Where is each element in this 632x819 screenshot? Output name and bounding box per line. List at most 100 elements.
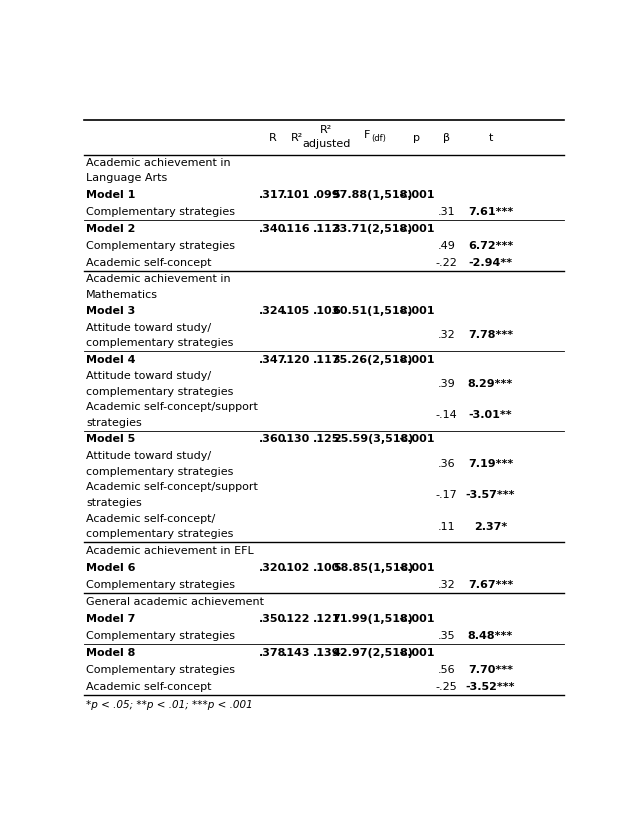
Text: 6.72***: 6.72*** xyxy=(468,241,513,251)
Text: .139: .139 xyxy=(313,648,340,658)
Text: -3.01**: -3.01** xyxy=(468,410,513,420)
Text: Academic achievement in: Academic achievement in xyxy=(87,274,231,284)
Text: <.001: <.001 xyxy=(399,563,435,572)
Text: .125: .125 xyxy=(313,435,340,445)
Text: .31: .31 xyxy=(437,206,455,217)
Text: .120: .120 xyxy=(283,355,311,364)
Text: Model 1: Model 1 xyxy=(87,190,136,200)
Text: .11: .11 xyxy=(437,522,455,532)
Text: Model 2: Model 2 xyxy=(87,224,136,233)
Text: .340: .340 xyxy=(258,224,286,233)
Text: 7.78***: 7.78*** xyxy=(468,330,513,341)
Text: β: β xyxy=(443,133,450,143)
Text: .317: .317 xyxy=(258,190,286,200)
Text: Complementary strategies: Complementary strategies xyxy=(87,665,235,675)
Text: Model 3: Model 3 xyxy=(87,306,136,316)
Text: Academic achievement in: Academic achievement in xyxy=(87,157,231,168)
Text: 8.48***: 8.48*** xyxy=(468,631,513,640)
Text: F: F xyxy=(364,130,370,140)
Text: Academic self-concept/: Academic self-concept/ xyxy=(87,514,216,524)
Text: .324: .324 xyxy=(258,306,286,316)
Text: .32: .32 xyxy=(437,330,455,341)
Text: complementary strategies: complementary strategies xyxy=(87,467,234,477)
Text: complementary strategies: complementary strategies xyxy=(87,338,234,348)
Text: 7.67***: 7.67*** xyxy=(468,580,513,590)
Text: <.001: <.001 xyxy=(399,224,435,233)
Text: complementary strategies: complementary strategies xyxy=(87,387,234,396)
Text: <.001: <.001 xyxy=(399,306,435,316)
Text: .39: .39 xyxy=(437,379,455,389)
Text: -3.57***: -3.57*** xyxy=(466,491,515,500)
Text: .102: .102 xyxy=(283,563,311,572)
Text: .378: .378 xyxy=(258,648,286,658)
Text: Language Arts: Language Arts xyxy=(87,174,167,183)
Text: .117: .117 xyxy=(313,355,340,364)
Text: 71.99(1,518): 71.99(1,518) xyxy=(332,614,413,624)
Text: -.25: -.25 xyxy=(435,682,457,692)
Text: <.001: <.001 xyxy=(399,435,435,445)
Text: <.001: <.001 xyxy=(399,355,435,364)
Text: Academic self-concept/support: Academic self-concept/support xyxy=(87,402,258,413)
Text: strategies: strategies xyxy=(87,419,142,428)
Text: .122: .122 xyxy=(283,614,311,624)
Text: Attitude toward study/: Attitude toward study/ xyxy=(87,371,212,381)
Text: .32: .32 xyxy=(437,580,455,590)
Text: .36: .36 xyxy=(437,459,455,468)
Text: .320: .320 xyxy=(259,563,286,572)
Text: complementary strategies: complementary strategies xyxy=(87,530,234,540)
Text: -2.94**: -2.94** xyxy=(468,258,513,268)
Text: Model 6: Model 6 xyxy=(87,563,136,572)
Text: *p < .05; **p < .01; ***p < .001: *p < .05; **p < .01; ***p < .001 xyxy=(87,700,253,710)
Text: Model 5: Model 5 xyxy=(87,435,136,445)
Text: 2.37*: 2.37* xyxy=(474,522,507,532)
Text: .130: .130 xyxy=(283,435,310,445)
Text: Attitude toward study/: Attitude toward study/ xyxy=(87,451,212,461)
Text: Model 8: Model 8 xyxy=(87,648,136,658)
Text: Mathematics: Mathematics xyxy=(87,290,159,300)
Text: Academic self-concept/support: Academic self-concept/support xyxy=(87,482,258,492)
Text: .56: .56 xyxy=(437,665,455,675)
Text: adjusted: adjusted xyxy=(302,139,351,149)
Text: 25.59(3,518): 25.59(3,518) xyxy=(332,435,413,445)
Text: .350: .350 xyxy=(259,614,286,624)
Text: .360: .360 xyxy=(258,435,286,445)
Text: R²: R² xyxy=(291,133,303,143)
Text: Academic achievement in EFL: Academic achievement in EFL xyxy=(87,545,254,556)
Text: .101: .101 xyxy=(283,190,311,200)
Text: Model 4: Model 4 xyxy=(87,355,136,364)
Text: t: t xyxy=(489,133,492,143)
Text: Complementary strategies: Complementary strategies xyxy=(87,241,235,251)
Text: .112: .112 xyxy=(313,224,340,233)
Text: R²: R² xyxy=(320,125,332,135)
Text: .35: .35 xyxy=(437,631,455,640)
Text: 60.51(1,518): 60.51(1,518) xyxy=(332,306,413,316)
Text: <.001: <.001 xyxy=(399,648,435,658)
Text: General academic achievement: General academic achievement xyxy=(87,597,264,607)
Text: .347: .347 xyxy=(258,355,286,364)
Text: 7.61***: 7.61*** xyxy=(468,206,513,217)
Text: .100: .100 xyxy=(313,563,340,572)
Text: .121: .121 xyxy=(313,614,340,624)
Text: .49: .49 xyxy=(437,241,455,251)
Text: Complementary strategies: Complementary strategies xyxy=(87,206,235,217)
Text: 7.19***: 7.19*** xyxy=(468,459,513,468)
Text: -.17: -.17 xyxy=(435,491,457,500)
Text: 8.29***: 8.29*** xyxy=(468,379,513,389)
Text: p: p xyxy=(413,133,420,143)
Text: .105: .105 xyxy=(283,306,310,316)
Text: Complementary strategies: Complementary strategies xyxy=(87,631,235,640)
Text: 33.71(2,518): 33.71(2,518) xyxy=(332,224,413,233)
Text: Academic self-concept: Academic self-concept xyxy=(87,682,212,692)
Text: strategies: strategies xyxy=(87,498,142,508)
Text: 42.97(2,518): 42.97(2,518) xyxy=(332,648,413,658)
Text: 7.70***: 7.70*** xyxy=(468,665,513,675)
Text: Complementary strategies: Complementary strategies xyxy=(87,580,235,590)
Text: -.22: -.22 xyxy=(435,258,458,268)
Text: Attitude toward study/: Attitude toward study/ xyxy=(87,323,212,333)
Text: <.001: <.001 xyxy=(399,190,435,200)
Text: .116: .116 xyxy=(283,224,311,233)
Text: Model 7: Model 7 xyxy=(87,614,136,624)
Text: .143: .143 xyxy=(283,648,311,658)
Text: 57.88(1,518): 57.88(1,518) xyxy=(332,190,413,200)
Text: -.14: -.14 xyxy=(435,410,457,420)
